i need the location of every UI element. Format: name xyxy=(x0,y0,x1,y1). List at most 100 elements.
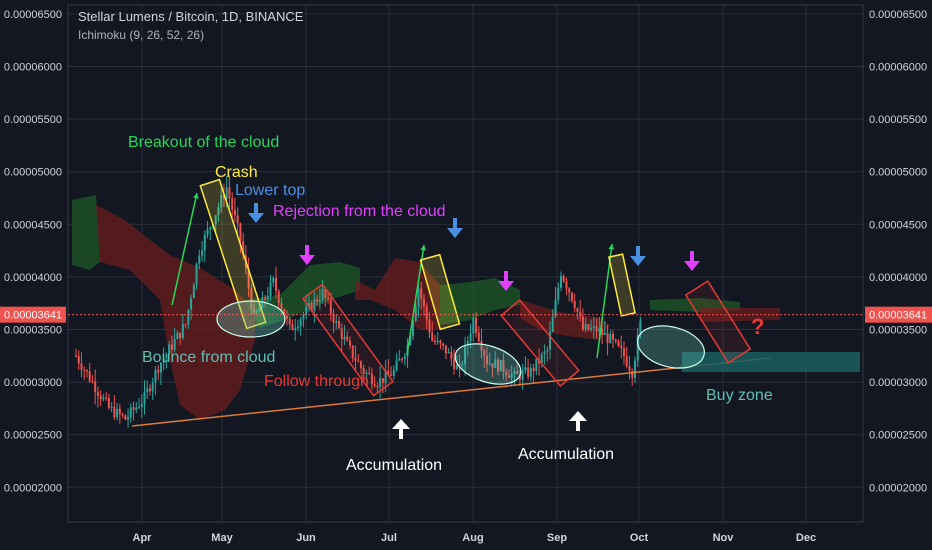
candle-body xyxy=(283,308,286,316)
candle-body xyxy=(110,406,113,408)
candle-body xyxy=(557,287,560,300)
candle-body xyxy=(486,355,488,365)
x-tick-label: Oct xyxy=(630,532,649,544)
candle-body xyxy=(184,324,187,326)
candle-body xyxy=(617,341,620,346)
candle-body xyxy=(568,288,571,293)
candle-body xyxy=(513,371,516,374)
candle-body xyxy=(527,367,530,377)
candle-body xyxy=(606,333,609,344)
candle-body xyxy=(370,373,373,385)
y-tick-label-right: 0.00005000 xyxy=(869,167,927,179)
candle-body xyxy=(349,340,351,346)
y-tick-label-left: 0.00004000 xyxy=(4,272,62,284)
candle-body xyxy=(316,299,319,302)
candle-body xyxy=(417,288,420,307)
cloud-bear-segment xyxy=(520,300,610,340)
candle-body xyxy=(549,331,552,350)
candle-body xyxy=(461,364,464,366)
crash-channel-1 xyxy=(199,178,267,330)
annotation-rejection: Rejection from the cloud xyxy=(273,203,446,220)
follow-through-channel-1 xyxy=(301,283,395,397)
candle-body xyxy=(414,306,417,321)
candle-body xyxy=(614,339,617,342)
candle-body xyxy=(425,306,428,320)
y-tick-label-left: 0.00003000 xyxy=(4,377,62,389)
candle-body xyxy=(154,369,157,383)
y-tick-label-right: 0.00003000 xyxy=(869,377,927,389)
candle-body xyxy=(77,355,80,364)
y-tick-label-left: 0.00006500 xyxy=(4,9,62,21)
candle-body xyxy=(368,372,371,374)
candle-body xyxy=(228,187,231,199)
candle-body xyxy=(510,373,513,378)
candle-body xyxy=(181,324,184,338)
x-tick-label: Sep xyxy=(547,532,567,544)
candle-body xyxy=(168,344,171,355)
candle-body xyxy=(157,369,160,373)
candle-body xyxy=(269,282,272,297)
bounce-ellipse-2 xyxy=(454,343,522,385)
candle-body xyxy=(428,319,431,333)
candle-body xyxy=(592,325,595,328)
candle-body xyxy=(94,381,97,393)
candle-body xyxy=(209,227,212,229)
lower-top-arrow-head xyxy=(248,213,264,223)
annotation-buy-zone: Buy zone xyxy=(706,387,773,404)
candle-body xyxy=(609,333,612,344)
crash-channel-2 xyxy=(419,253,461,331)
candle-body xyxy=(384,370,387,383)
candle-body xyxy=(187,309,190,325)
candle-body xyxy=(601,328,604,336)
candle-body xyxy=(96,392,99,396)
candle-body xyxy=(129,407,132,418)
breakout-arrow-head xyxy=(608,244,615,250)
x-tick-label: Apr xyxy=(133,532,153,544)
candle-body xyxy=(321,289,324,301)
annotation-accumulation-2: Accumulation xyxy=(518,446,614,463)
annotation-question: ? xyxy=(751,314,764,339)
candle-body xyxy=(381,378,384,383)
candle-body xyxy=(401,358,404,360)
candle-body xyxy=(299,319,302,327)
candle-body xyxy=(338,321,341,329)
candle-body xyxy=(362,367,365,374)
candle-body xyxy=(477,332,480,341)
candle-body xyxy=(162,358,165,363)
y-tick-label-left: 0.00006000 xyxy=(4,62,62,74)
candle-body xyxy=(247,268,250,289)
candle-body xyxy=(91,381,94,383)
candle-body xyxy=(450,351,453,359)
chart-title: Stellar Lumens / Bitcoin, 1D, BINANCE xyxy=(78,9,304,24)
candle-body xyxy=(598,328,601,332)
candle-body xyxy=(275,277,278,292)
candle-body xyxy=(581,316,584,330)
candle-body xyxy=(469,333,472,342)
last-price-badge-right xyxy=(865,306,932,323)
cloud-bear-segment xyxy=(96,205,255,420)
last-price-label-left: 0.00003641 xyxy=(4,310,62,322)
accumulation-arrow-head xyxy=(569,411,587,421)
candle-body xyxy=(496,359,499,372)
candle-body xyxy=(587,324,590,330)
candle-body xyxy=(488,363,491,365)
candle-body xyxy=(127,417,130,420)
candle-body xyxy=(272,277,275,283)
candle-body xyxy=(612,333,615,340)
annotation-bounce: Bounce from cloud xyxy=(142,349,275,366)
candle-body xyxy=(628,366,631,371)
candle-body xyxy=(483,350,486,356)
candle-body xyxy=(343,336,346,340)
chart-header: Stellar Lumens / Bitcoin, 1D, BINANCE Ic… xyxy=(78,9,303,42)
candle-body xyxy=(546,349,549,352)
last-price-badge-left xyxy=(0,306,66,323)
candle-body xyxy=(639,320,642,335)
candle-body xyxy=(179,332,182,338)
candle-body xyxy=(379,378,382,388)
candle-body xyxy=(195,263,198,285)
candle-body xyxy=(540,354,543,364)
candle-body xyxy=(277,291,280,304)
indicator-label: Ichimoku (9, 26, 52, 26) xyxy=(78,28,205,42)
